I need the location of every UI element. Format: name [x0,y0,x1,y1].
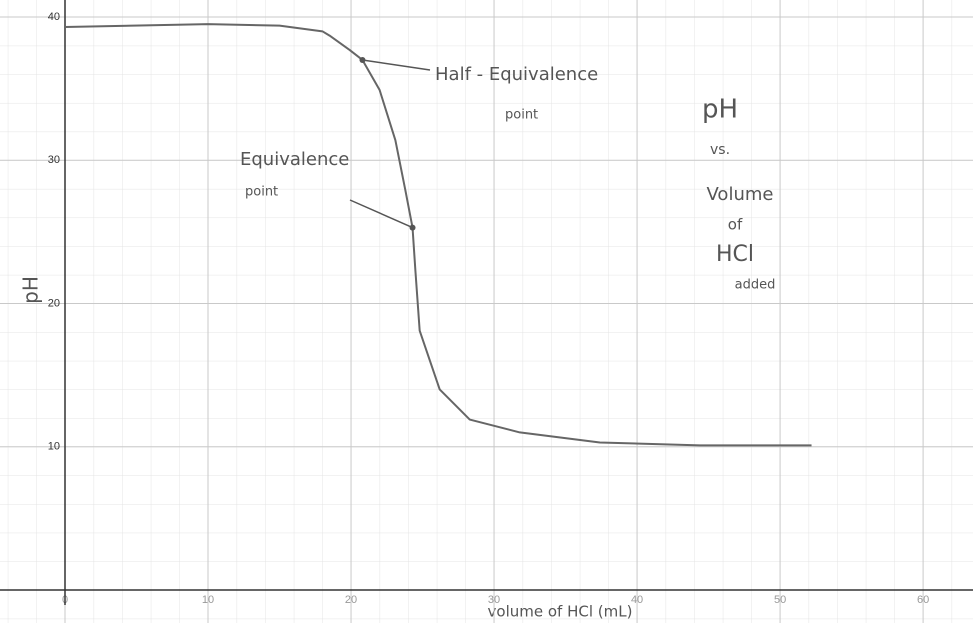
y-axis-label: pH [19,276,43,304]
x-axis-label: volume of HCl (mL) [488,603,633,621]
chart-title: added [735,278,776,293]
graph-paper [0,0,973,623]
x-tick-label: 30 [488,594,500,606]
annotation-point [410,225,416,231]
x-tick-label: 50 [774,594,786,606]
chart-title: vs. [710,142,730,158]
y-tick-label: 40 [48,11,60,23]
x-tick-label: 60 [917,594,929,606]
chart-title: Volume [707,184,774,205]
annotation-text: point [245,185,278,200]
chart-title: HCl [716,242,754,267]
annotation-text: Equivalence [240,149,349,170]
chart-title: pH [702,95,738,125]
y-tick-label: 10 [48,441,60,453]
y-tick-label: 20 [48,297,60,309]
chart-title: of [728,216,743,234]
x-tick-label: 10 [202,594,214,606]
y-tick-label: 30 [48,154,60,166]
annotation-text: Half - Equivalence [435,64,598,85]
x-tick-label: 20 [345,594,357,606]
chart: pH volume of HCl (mL) 102030400102030405… [0,0,973,623]
x-tick-label: 40 [631,594,643,606]
annotation-text: point [505,108,538,123]
annotation-point [359,57,365,63]
